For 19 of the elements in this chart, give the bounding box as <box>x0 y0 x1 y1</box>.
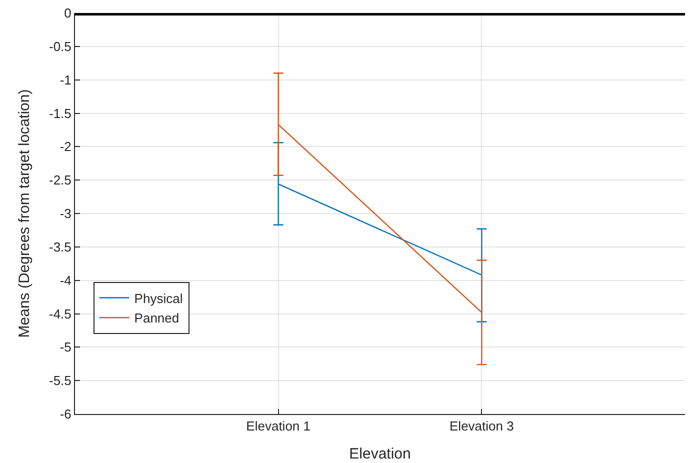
y-tick-label: -3 <box>60 206 72 222</box>
y-tick-label: -2 <box>60 139 72 154</box>
x-tick-label: Elevation 1 <box>246 418 310 434</box>
y-tick-label: -5 <box>60 340 72 355</box>
y-axis-title: Means (Degrees from target location) <box>16 89 34 338</box>
y-tick-label: -4.5 <box>48 306 72 322</box>
y-tick-label: -1 <box>60 72 72 88</box>
x-axis-title: Elevation <box>349 446 411 463</box>
y-tick-label: -2.5 <box>48 172 72 188</box>
legend-label: Physical <box>134 290 183 306</box>
y-tick-label: 0 <box>64 6 72 21</box>
legend-label: Panned <box>134 310 180 326</box>
y-tick-label: -1.5 <box>48 106 72 121</box>
y-tick-label: -0.5 <box>48 38 72 54</box>
y-tick-label: -3.5 <box>48 239 72 254</box>
y-tick-label: -4 <box>60 272 72 288</box>
x-tick-label: Elevation 3 <box>450 418 514 434</box>
y-tick-label: -5.5 <box>48 373 72 388</box>
y-tick-label: -6 <box>60 406 72 422</box>
